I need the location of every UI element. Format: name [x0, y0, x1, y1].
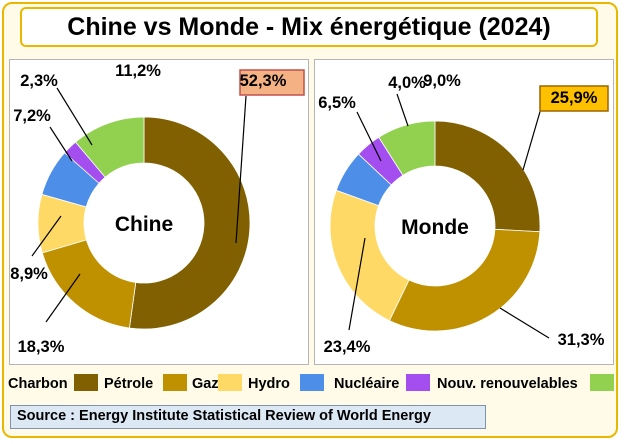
- donut-slice-chine-nouv-renouvelables: [74, 116, 145, 178]
- leader-line-chine-petrole: [45, 273, 81, 323]
- leader-line-monde-nucleaire: [396, 93, 409, 127]
- chart-title: Chine vs Monde - Mix énergétique (2024): [20, 7, 598, 47]
- leader-line-chine-gaz: [31, 215, 62, 257]
- data-label-monde-nouv-renouvelables: 9,0%: [423, 72, 461, 90]
- data-label-monde-petrole: 31,3%: [558, 331, 605, 349]
- data-label-monde-charbon: 25,9%: [551, 89, 598, 107]
- donut-center-label-monde: Monde: [401, 216, 469, 239]
- data-label-monde-nucleaire: 4,0%: [388, 74, 426, 92]
- legend-label-petrole: Pétrole: [104, 376, 153, 392]
- legend-label-gaz: Gaz: [192, 376, 219, 392]
- donut-slice-monde-gaz: [329, 189, 410, 322]
- donut-slice-chine-petrole: [41, 239, 137, 329]
- leader-line-chine-nucleaire: [56, 87, 93, 146]
- leader-line-chine-hydro: [49, 126, 73, 162]
- donut-slice-monde-nouv-renouvelables: [378, 120, 436, 176]
- donut-chart-monde: Monde 25,9% 31,3% 23,4% 6,5% 4,0%9,0%: [318, 72, 609, 356]
- data-label-chine-petrole: 18,3%: [18, 338, 65, 356]
- leader-line-monde-gaz: [348, 237, 366, 331]
- legend-swatch-petrole: [163, 374, 187, 391]
- legend-swatch-hydro: [300, 374, 324, 391]
- highlight-box-monde: [539, 85, 609, 112]
- panel-chine: Chine 52,3% 18,3% 8,9% 7,2% 2,3% 11,2%: [9, 59, 309, 365]
- donut-chart-chine: Chine 52,3% 18,3% 8,9% 7,2% 2,3% 11,2%: [10, 62, 305, 356]
- legend-swatch-nucleaire: [406, 374, 430, 391]
- legend-label-nucleaire: Nucléaire: [334, 376, 399, 392]
- legend: Charbon Pétrole Gaz Hydro Nucléaire Nouv. ren…: [8, 374, 614, 392]
- data-label-chine-charbon: 52,3%: [240, 72, 287, 90]
- data-label-monde-gaz: 23,4%: [324, 338, 371, 356]
- donut-slice-monde-petrole: [388, 228, 541, 332]
- legend-swatch-charbon: [74, 374, 98, 391]
- donut-center-label-chine: Chine: [115, 213, 173, 236]
- legend-label-charbon: Charbon: [8, 376, 68, 392]
- donut-slice-chine-charbon: [128, 116, 251, 330]
- panel-monde: Monde 25,9% 31,3% 23,4% 6,5% 4,0% 9,0%: [314, 59, 614, 365]
- legend-swatch-gaz: [218, 374, 242, 391]
- data-label-chine-nouv-renouvelables: 11,2%: [115, 62, 161, 80]
- leader-line-monde-petrole: [499, 307, 550, 339]
- source-note: Source : Energy Institute Statistical Re…: [10, 405, 486, 429]
- leader-line-monde-hydro: [356, 111, 382, 162]
- leader-line-chine-charbon: [235, 95, 247, 244]
- data-label-chine-gaz: 8,9%: [10, 265, 48, 283]
- data-label-chine-nucleaire: 2,3%: [20, 72, 58, 90]
- legend-label-hydro: Hydro: [248, 376, 290, 392]
- data-label-chine-hydro: 7,2%: [13, 107, 51, 125]
- legend-label-nouv-renouvelables: Nouv. renouvelables: [437, 376, 578, 392]
- highlight-box-chine: [239, 69, 305, 96]
- data-label-monde-hydro: 6,5%: [318, 94, 356, 112]
- legend-swatch-nouv-renouvelables: [590, 374, 614, 391]
